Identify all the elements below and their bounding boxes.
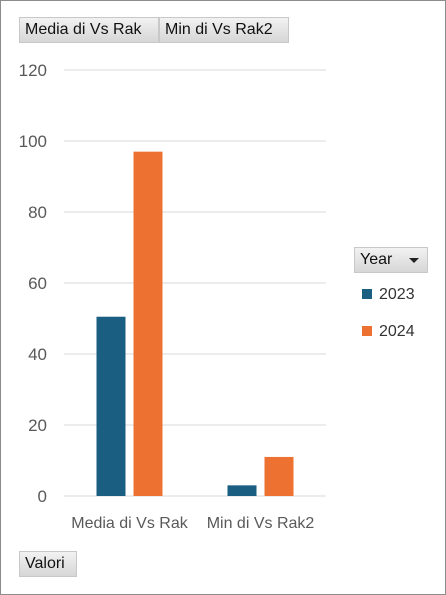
legend-item-2024: 2024 bbox=[362, 322, 415, 342]
year-filter-button[interactable]: Year bbox=[354, 247, 428, 273]
y-tick-label: 20 bbox=[28, 416, 47, 435]
x-axis-ticks: Media di Vs Rak Min di Vs Rak2 bbox=[71, 515, 314, 532]
y-tick-label: 60 bbox=[28, 274, 47, 293]
legend-item-2023: 2023 bbox=[362, 285, 415, 305]
x-tick-label: Media di Vs Rak bbox=[71, 515, 188, 532]
legend-swatch-2023 bbox=[362, 289, 372, 299]
bar-2023-1[interactable] bbox=[227, 485, 257, 496]
year-filter-label: Year bbox=[360, 251, 393, 268]
x-tick-label: Min di Vs Rak2 bbox=[207, 515, 315, 532]
chevron-down-icon bbox=[409, 258, 419, 263]
media-field-button[interactable]: Media di Vs Rak bbox=[19, 17, 159, 43]
bar-2024-1[interactable] bbox=[264, 456, 294, 496]
bars bbox=[96, 151, 294, 496]
values-field-button[interactable]: Valori bbox=[19, 551, 77, 577]
y-axis-ticks: 0 20 40 60 80 100 120 bbox=[19, 61, 47, 506]
legend-swatch-2024 bbox=[362, 326, 372, 336]
y-tick-label: 120 bbox=[19, 61, 47, 80]
min-field-button[interactable]: Min di Vs Rak2 bbox=[159, 17, 289, 43]
y-tick-label: 100 bbox=[19, 132, 47, 151]
y-tick-label: 40 bbox=[28, 345, 47, 364]
bar-2024-0[interactable] bbox=[133, 151, 163, 496]
legend-label-2024: 2024 bbox=[379, 323, 415, 340]
y-tick-label: 0 bbox=[38, 487, 47, 506]
bar-2023-0[interactable] bbox=[96, 316, 126, 496]
legend-label-2023: 2023 bbox=[379, 286, 415, 303]
y-tick-label: 80 bbox=[28, 203, 47, 222]
